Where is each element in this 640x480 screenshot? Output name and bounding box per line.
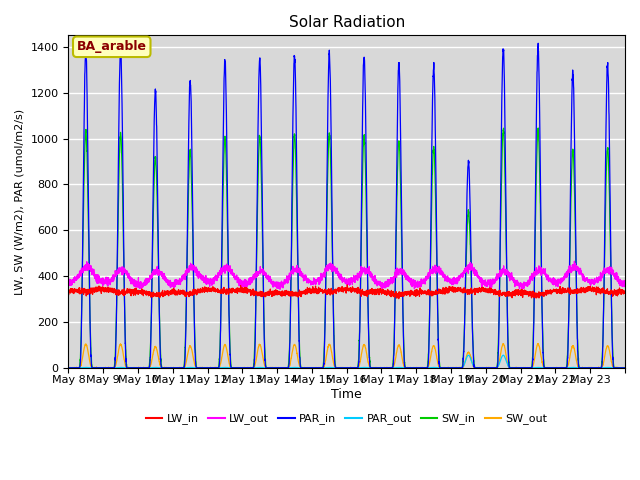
PAR_in: [534, 40, 542, 46]
SW_in: [492, 365, 500, 371]
PAR_out: [424, 365, 432, 371]
PAR_in: [492, 365, 500, 371]
SW_in: [534, 125, 542, 131]
PAR_out: [161, 365, 168, 371]
PAR_out: [621, 365, 628, 371]
SW_in: [476, 365, 483, 371]
PAR_out: [65, 365, 72, 371]
LW_in: [65, 287, 72, 292]
SW_out: [436, 365, 444, 371]
Line: LW_out: LW_out: [68, 261, 625, 289]
SW_out: [161, 364, 168, 370]
SW_in: [621, 365, 628, 371]
LW_in: [425, 291, 433, 297]
PAR_in: [161, 365, 168, 371]
LW_out: [621, 281, 628, 287]
SW_out: [492, 365, 500, 371]
Line: LW_in: LW_in: [68, 285, 625, 299]
SW_in: [500, 139, 508, 144]
Line: SW_in: SW_in: [68, 128, 625, 368]
SW_in: [65, 365, 72, 371]
LW_in: [161, 290, 168, 296]
SW_out: [65, 365, 72, 371]
SW_out: [621, 365, 628, 371]
LW_in: [500, 289, 508, 295]
PAR_in: [621, 365, 628, 371]
PAR_in: [436, 363, 444, 369]
Line: SW_out: SW_out: [68, 344, 625, 368]
PAR_in: [65, 365, 72, 371]
LW_out: [571, 258, 579, 264]
LW_in: [621, 290, 628, 296]
PAR_out: [500, 353, 508, 359]
PAR_in: [476, 365, 483, 371]
SW_out: [476, 365, 484, 371]
PAR_out: [436, 365, 444, 371]
SW_out: [65, 365, 72, 371]
LW_out: [500, 268, 508, 274]
X-axis label: Time: Time: [332, 388, 362, 401]
LW_out: [518, 287, 525, 292]
SW_out: [534, 341, 542, 347]
LW_out: [476, 276, 483, 282]
SW_in: [436, 360, 444, 365]
PAR_out: [476, 365, 484, 371]
LW_out: [65, 283, 72, 288]
SW_out: [424, 364, 432, 370]
PAR_in: [500, 65, 508, 71]
Line: PAR_out: PAR_out: [68, 355, 625, 368]
SW_in: [161, 365, 168, 371]
LW_in: [476, 288, 484, 294]
PAR_in: [424, 360, 432, 366]
Title: Solar Radiation: Solar Radiation: [289, 15, 405, 30]
Line: PAR_in: PAR_in: [68, 43, 625, 368]
SW_out: [500, 343, 508, 348]
LW_in: [492, 290, 500, 296]
LW_in: [395, 296, 403, 301]
LW_out: [161, 271, 168, 276]
PAR_out: [492, 365, 500, 371]
Y-axis label: LW, SW (W/m2), PAR (umol/m2/s): LW, SW (W/m2), PAR (umol/m2/s): [15, 108, 25, 295]
LW_out: [492, 276, 500, 282]
LW_in: [436, 288, 444, 294]
PAR_out: [465, 352, 472, 358]
LW_in: [344, 282, 351, 288]
Legend: LW_in, LW_out, PAR_in, PAR_out, SW_in, SW_out: LW_in, LW_out, PAR_in, PAR_out, SW_in, S…: [141, 409, 552, 429]
Text: BA_arable: BA_arable: [77, 40, 147, 53]
SW_in: [424, 351, 432, 357]
LW_out: [436, 271, 444, 277]
LW_out: [424, 270, 432, 276]
